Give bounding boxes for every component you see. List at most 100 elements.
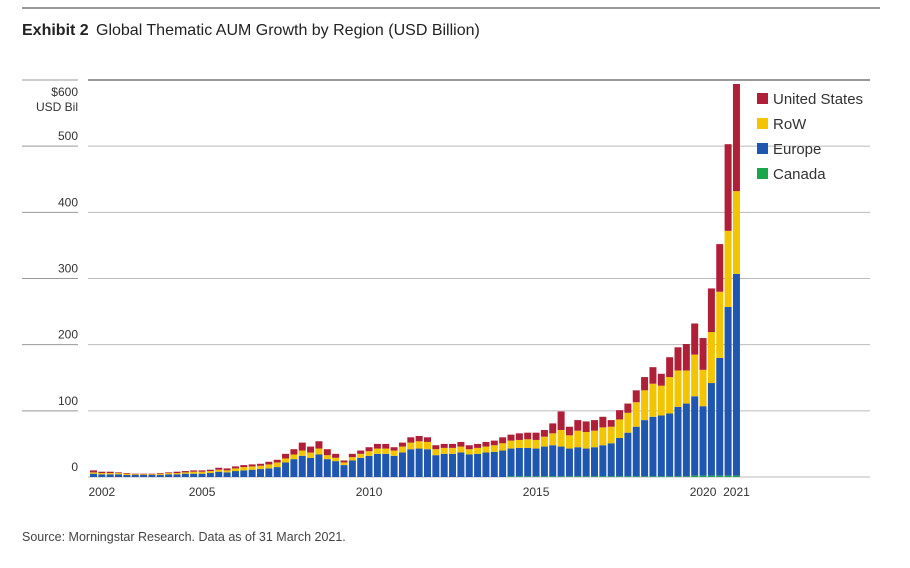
bar-segment (691, 354, 699, 397)
bar-segment (582, 432, 590, 449)
bar-segment (106, 473, 114, 475)
bar-segment (265, 461, 273, 465)
bar-segment (507, 476, 515, 477)
y-tick-label: 300 (58, 262, 78, 276)
bar-segment (707, 383, 715, 476)
bar-segment (123, 473, 131, 474)
bar-segment (181, 472, 189, 474)
bar-segment (332, 461, 340, 477)
bar-segment (131, 475, 139, 477)
bar-segment (131, 474, 139, 476)
bar-segment (273, 467, 281, 477)
x-tick-label: 2021 (723, 485, 750, 499)
bar-segment (315, 441, 323, 449)
bar-segment (382, 453, 390, 477)
bar-segment (257, 463, 264, 466)
bar-segment (123, 473, 131, 476)
y-tick-label: 500 (58, 129, 78, 143)
bar-segment (557, 446, 565, 477)
bar-segment (240, 467, 248, 471)
bar-segment (565, 476, 573, 477)
bar-segment (691, 475, 699, 477)
bar-segment (407, 449, 415, 477)
bar-segment (231, 466, 239, 469)
bar-segment (549, 476, 557, 477)
bar-segment (657, 476, 665, 477)
y-tick-label: $600 (51, 85, 78, 99)
bar-segment (290, 459, 298, 477)
bar-segment (732, 475, 740, 477)
bar-segment (549, 445, 557, 477)
bar-segment (691, 323, 699, 355)
bar-segment (332, 457, 340, 462)
bar-segment (390, 455, 398, 477)
bar-segment (649, 476, 657, 477)
bar-segment (248, 464, 256, 467)
bar-segment (223, 468, 231, 471)
bar-segment (457, 452, 465, 477)
bar-segment (524, 447, 532, 477)
bar-segment (724, 306, 732, 476)
bar-segment (198, 473, 206, 477)
bar-segment (257, 469, 264, 477)
bar-segment (323, 455, 331, 460)
bar-segment (724, 475, 732, 477)
bar-segment (206, 473, 214, 477)
y-tick-label: 200 (58, 328, 78, 342)
bar-segment (307, 457, 315, 477)
bar-segment (140, 474, 148, 476)
bar-segment (348, 457, 356, 461)
y-tick-label: 400 (58, 195, 78, 209)
bar-segment (507, 448, 515, 477)
bar-segment (616, 437, 624, 477)
bar-segment (131, 473, 139, 475)
bar-segment (457, 441, 465, 447)
bar-segment (298, 455, 306, 477)
bar-segment (682, 344, 690, 371)
bar-segment (540, 430, 548, 437)
bar-segment (607, 426, 615, 444)
bar-segment (482, 452, 490, 477)
bar-segment (424, 449, 431, 477)
y-tick-label: 0 (71, 460, 78, 474)
bar-segment (524, 439, 532, 448)
bar-segment (641, 476, 649, 477)
bar-segment (432, 445, 440, 450)
legend-label: RoW (773, 116, 807, 133)
bar-segment (90, 470, 97, 473)
bar-segment (732, 273, 740, 476)
bar-segment (657, 385, 665, 416)
chart-title: Global Thematic AUM Growth by Region (US… (96, 22, 480, 39)
bar-segment (148, 474, 156, 476)
bar-segment (724, 230, 732, 307)
bar-segment (115, 473, 123, 475)
bar-segment (106, 471, 114, 474)
bar-segment (348, 460, 356, 477)
bar-segment (515, 447, 523, 477)
bar-segment (490, 440, 498, 446)
bar-segment (140, 475, 148, 477)
bar-segment (257, 465, 264, 470)
bar-segment (165, 473, 173, 475)
bar-segment (173, 471, 181, 474)
bar-segment (215, 469, 223, 472)
bar-segment (574, 430, 582, 448)
bar-segment (532, 439, 540, 449)
bar-segment (440, 447, 448, 454)
legend-label: United States (773, 91, 863, 108)
bar-segment (357, 450, 365, 454)
bar-segment (666, 476, 674, 477)
bar-segment (215, 467, 223, 470)
bar-segment (674, 370, 682, 407)
x-tick-label: 2005 (189, 485, 216, 499)
bar-segment (156, 473, 164, 474)
bar-segment (440, 453, 448, 477)
bar-segment (624, 412, 632, 433)
bar-segment (340, 462, 348, 466)
y-unit: USD Bil (36, 100, 78, 114)
bar-segment (515, 476, 523, 477)
bar-segment (106, 474, 114, 477)
bar-segment (632, 402, 640, 427)
bar-segment (432, 449, 440, 456)
